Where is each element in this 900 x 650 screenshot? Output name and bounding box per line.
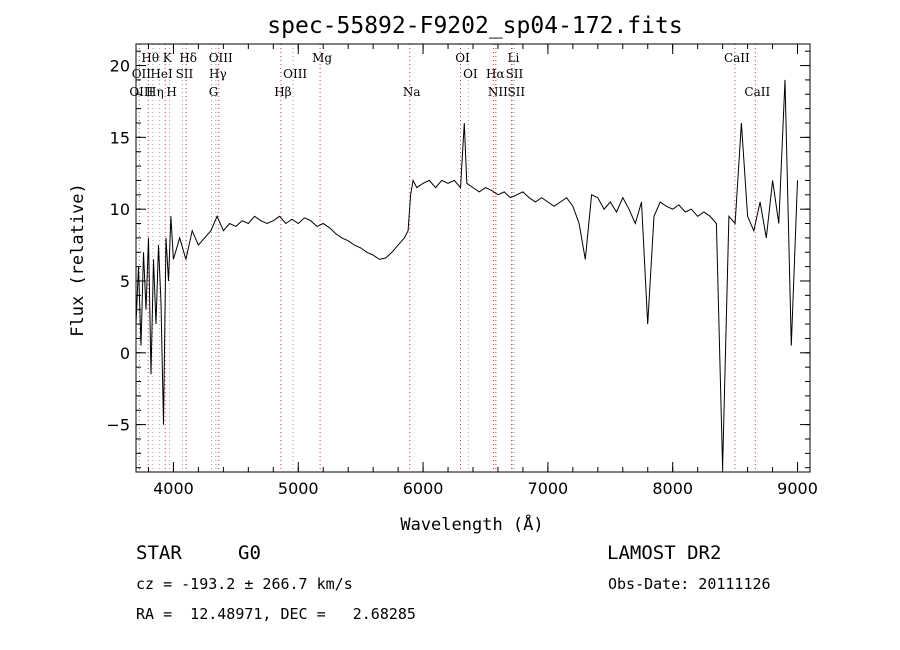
spectral-line-label: SII (176, 67, 194, 81)
spectral-line-label: HeI (150, 67, 173, 81)
coordinates-text: RA = 12.48971, DEC = 2.68285 (136, 605, 416, 623)
spectral-line-label: CaII (744, 85, 770, 99)
spectral-line-label: K (163, 51, 173, 65)
survey-name: LAMOST DR2 (607, 542, 722, 564)
spectral-line-label: SII (506, 67, 524, 81)
spectrum-line (135, 79, 798, 468)
x-tick-label: 9000 (777, 479, 818, 498)
spectral-line-label: Li (508, 51, 520, 65)
plot-frame (135, 43, 811, 473)
spectral-line-label: CaII (724, 51, 750, 65)
spectral-line-label: Mg (312, 51, 332, 65)
spectral-line-label: Hδ (179, 51, 197, 65)
subclass: G0 (238, 542, 261, 564)
spectral-line-label: Hβ (274, 85, 291, 99)
spectral-line-label: OIII (129, 85, 153, 99)
x-tick-label: 8000 (652, 479, 693, 498)
y-tick-label: 5 (120, 272, 130, 291)
x-tick-label: 6000 (403, 479, 444, 498)
spectral-line-label: OI (455, 51, 470, 65)
y-tick-label: 20 (110, 57, 130, 76)
object-class: STAR (136, 542, 182, 564)
spectral-line-label: H (166, 85, 176, 99)
x-tick-label: 5000 (278, 479, 319, 498)
spectral-line-label: OIII (283, 67, 307, 81)
spectral-line-label: OIII (209, 51, 233, 65)
spectral-line-label: Hα (486, 67, 505, 81)
x-tick-label: 7000 (528, 479, 569, 498)
spectral-line-label: NII (488, 85, 508, 99)
spectral-line-label: SII (507, 85, 525, 99)
spectral-line-label: Na (403, 85, 421, 99)
y-tick-label: −5 (106, 416, 130, 435)
spectral-line-label: OII (132, 67, 152, 81)
x-axis-label: Wavelength (Å) (400, 513, 543, 535)
spectral-line-label: Hγ (209, 67, 227, 81)
spectral-line-label: G (209, 85, 219, 99)
obs-date-text: Obs-Date: 20111126 (608, 575, 771, 593)
x-tick-label: 4000 (153, 479, 194, 498)
y-tick-label: 10 (110, 200, 130, 219)
spectral-line-label: Hθ (141, 51, 159, 65)
y-tick-label: 0 (120, 344, 130, 363)
spectral-line-label: Hη (146, 85, 164, 99)
chart-title: spec-55892-F9202_sp04-172.fits (267, 13, 682, 39)
y-tick-label: 15 (110, 128, 130, 147)
redshift-text: cz = -193.2 ± 266.7 km/s (136, 575, 353, 593)
y-axis-label: Flux (relative) (68, 183, 88, 337)
spectral-line-label: OI (463, 67, 478, 81)
